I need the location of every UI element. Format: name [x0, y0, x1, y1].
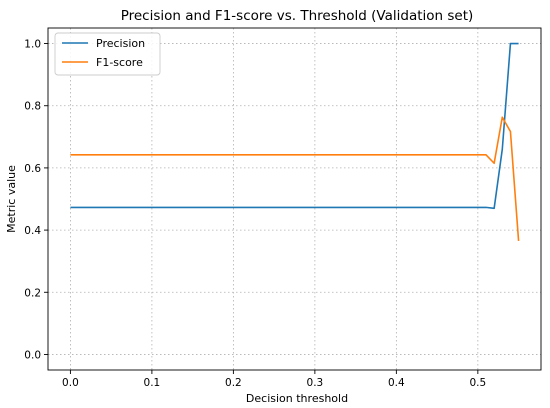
chart-title: Precision and F1-score vs. Threshold (Va…: [121, 8, 474, 24]
y-tick-label: 0.4: [24, 225, 41, 237]
axis-ticks: 0.0 0.1 0.2 0.3 0.4 0.5 0.0 0.2 0.4 0.6 0.8 1.0: [24, 39, 486, 389]
x-tick-label: 0.2: [225, 377, 242, 389]
series-line-f1-score: [70, 116, 520, 242]
series-group: [70, 42, 520, 242]
y-tick-label: 1.0: [24, 39, 41, 51]
y-tick-label: 0.2: [24, 287, 41, 299]
y-tick-label: 0.0: [24, 349, 41, 361]
x-tick-label: 0.1: [144, 377, 161, 389]
x-axis-label: Decision threshold: [246, 392, 348, 405]
legend-label-precision: Precision: [96, 37, 145, 50]
legend: Precision F1-score: [54, 32, 161, 76]
x-tick-label: 0.3: [307, 377, 324, 389]
x-tick-label: 0.4: [388, 377, 405, 389]
series-line-precision: [70, 42, 519, 210]
y-axis-label: Metric value: [5, 165, 18, 233]
legend-label-f1-score: F1-score: [96, 56, 143, 69]
x-tick-label: 0.0: [62, 377, 79, 389]
y-tick-label: 0.6: [24, 163, 41, 175]
y-tick-label: 0.8: [24, 101, 41, 113]
grid: [48, 28, 541, 370]
plot-frame: [47, 27, 542, 371]
x-tick-label: 0.5: [469, 377, 486, 389]
